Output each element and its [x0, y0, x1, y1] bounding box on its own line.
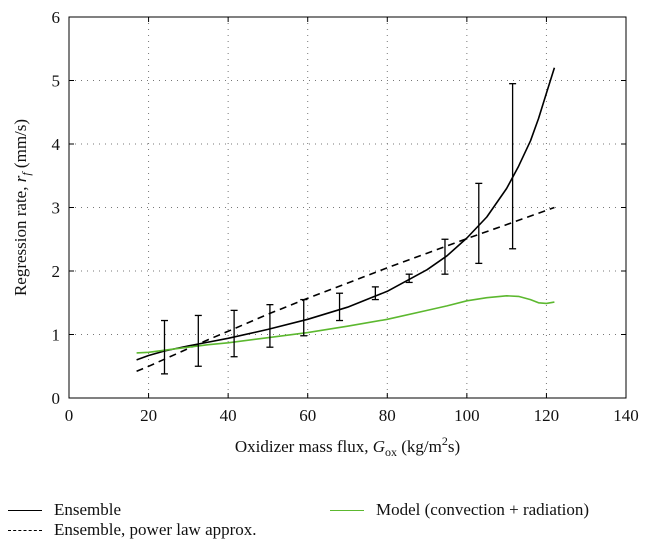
x-tick-label: 120: [534, 406, 560, 425]
x-axis-title: Oxidizer mass flux, Gox (kg/m2s): [235, 434, 460, 459]
error-bar: [475, 182, 483, 265]
error-bar: [266, 304, 274, 348]
y-tick-label: 5: [52, 72, 61, 91]
series-line-2: [136, 294, 555, 354]
error-bar: [405, 273, 413, 284]
legend-item-power-law: Ensemble, power law approx.: [8, 520, 257, 540]
y-tick-label: 0: [52, 389, 61, 408]
series-line-1: [136, 206, 555, 373]
legend-label-model: Model (convection + radiation): [376, 500, 590, 519]
axis-ticks: 0 20 40 60 80 100 120 140 0 1 2 3 4 5 6: [52, 8, 639, 425]
error-bar: [230, 309, 238, 358]
legend-swatch-power-law: [8, 529, 42, 531]
series-lines: [136, 67, 556, 373]
x-tick-label: 100: [454, 406, 480, 425]
x-tick-label: 80: [379, 406, 396, 425]
legend-item-ensemble: Ensemble: [8, 500, 121, 520]
y-tick-label: 3: [52, 199, 61, 218]
legend-label-power-law: Ensemble, power law approx.: [54, 520, 257, 539]
x-tick-label: 140: [613, 406, 639, 425]
y-tick-label: 4: [52, 135, 61, 154]
x-tick-label: 0: [65, 406, 74, 425]
y-tick-label: 2: [52, 262, 61, 281]
grid: [69, 17, 626, 398]
x-tick-label: 40: [220, 406, 237, 425]
error-bar: [441, 238, 449, 275]
legend-swatch-model: [330, 509, 364, 511]
error-bar: [300, 298, 308, 337]
error-bars: [160, 83, 517, 375]
legend-swatch-ensemble: [8, 509, 42, 511]
y-tick-label: 1: [52, 326, 61, 345]
legend-item-model: Model (convection + radiation): [330, 500, 589, 520]
y-tick-label: 6: [52, 8, 61, 27]
plot-frame: [68, 16, 627, 399]
x-tick-label: 20: [140, 406, 157, 425]
legend-label-ensemble: Ensemble: [54, 500, 122, 519]
series-line-0: [136, 67, 556, 361]
y-axis-title: Regression rate, rf (mm/s): [11, 119, 33, 296]
error-bar: [160, 319, 168, 375]
error-bar: [194, 314, 202, 367]
error-bar: [336, 292, 344, 322]
error-bar: [509, 83, 517, 250]
x-tick-label: 60: [299, 406, 316, 425]
error-bar: [371, 286, 379, 301]
